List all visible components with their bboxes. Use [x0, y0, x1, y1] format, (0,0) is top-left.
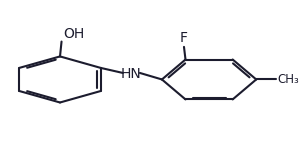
- Text: HN: HN: [121, 67, 142, 81]
- Text: OH: OH: [63, 27, 84, 41]
- Text: F: F: [180, 31, 188, 45]
- Text: CH₃: CH₃: [278, 73, 299, 86]
